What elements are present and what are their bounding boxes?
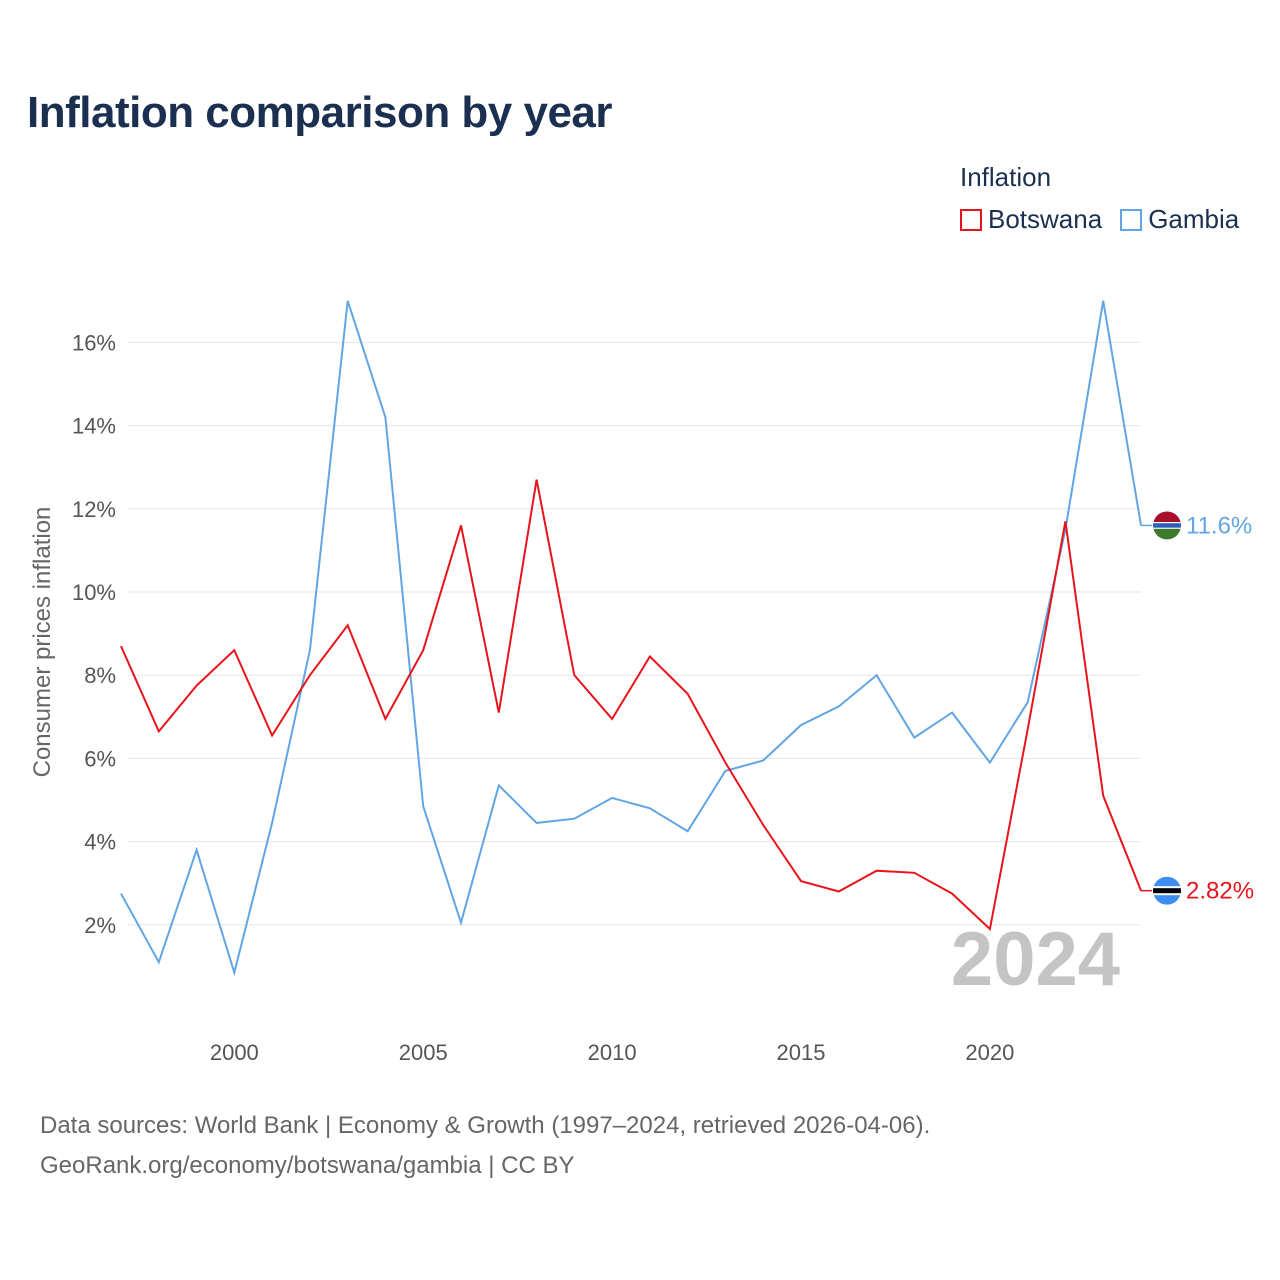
y-axis-title: Consumer prices inflation <box>29 507 56 778</box>
y-tick-label: 14% <box>72 414 116 439</box>
legend-label-gambia: Gambia <box>1148 204 1240 234</box>
legend-label-botswana: Botswana <box>988 204 1103 234</box>
legend-item-botswana[interactable]: Botswana <box>960 204 1102 235</box>
data-source-line: Data sources: World Bank | Economy & Gro… <box>40 1112 931 1139</box>
legend-swatch-botswana <box>960 208 982 231</box>
legend: Botswana Gambia <box>960 204 1239 235</box>
x-axis-ticks: 2000 2005 2010 2015 2020 <box>210 1040 1015 1065</box>
y-tick-label: 12% <box>72 497 116 522</box>
x-tick-label: 2020 <box>965 1040 1014 1065</box>
series-lines <box>120 300 1142 977</box>
y-tick-label: 8% <box>84 663 116 688</box>
end-label-botswana: 2.82% <box>1186 878 1254 905</box>
y-tick-label: 6% <box>84 746 116 771</box>
gridlines <box>128 341 1141 926</box>
series-line-gambia[interactable] <box>120 300 1142 977</box>
legend-item-gambia[interactable]: Gambia <box>1120 204 1239 235</box>
y-axis-ticks: 2% 4% 6% 8% 10% 12% 14% 16% <box>72 330 116 937</box>
legend-title: Inflation <box>960 162 1052 192</box>
legend-swatch-gambia <box>1120 208 1143 231</box>
x-tick-label: 2015 <box>777 1040 826 1065</box>
credit-line: GeoRank.org/economy/botswana/gambia | CC… <box>40 1152 575 1179</box>
y-tick-label: 16% <box>72 330 116 355</box>
x-tick-label: 2000 <box>210 1040 259 1065</box>
year-watermark: 2024 <box>951 917 1120 1002</box>
y-tick-label: 2% <box>84 913 116 938</box>
source-note: Data sources: World Bank | Economy & Gro… <box>40 1106 930 1186</box>
end-label-gambia: 11.6% <box>1186 512 1252 539</box>
end-labels: 11.6% 2.82% <box>1141 511 1254 905</box>
chart-title: Inflation comparison by year <box>27 88 613 137</box>
series-line-botswana[interactable] <box>120 479 1142 931</box>
flag-gambia-icon <box>1153 511 1181 540</box>
flag-botswana-icon <box>1153 876 1181 905</box>
y-tick-label: 4% <box>84 830 116 855</box>
x-tick-label: 2005 <box>399 1040 448 1065</box>
y-tick-label: 10% <box>72 580 116 605</box>
x-tick-label: 2010 <box>588 1040 637 1065</box>
